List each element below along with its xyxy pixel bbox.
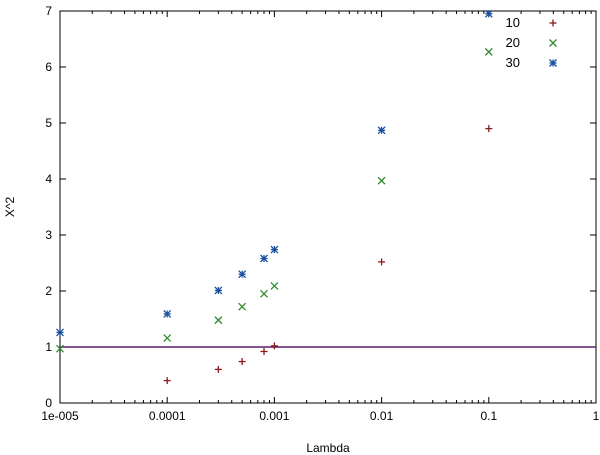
data-point	[214, 286, 223, 295]
marker-stroke	[549, 39, 557, 47]
marker-stroke	[56, 328, 64, 337]
y-tick-label: 5	[45, 116, 52, 130]
data-point	[238, 302, 247, 311]
legend-label: 10	[506, 15, 520, 30]
data-point	[260, 289, 268, 298]
series-20	[56, 47, 493, 353]
series-30	[56, 9, 493, 337]
data-points-layer	[56, 9, 493, 385]
legend-marker	[549, 59, 557, 67]
marker-stroke	[260, 254, 268, 263]
data-point	[484, 47, 493, 56]
data-point	[270, 282, 279, 290]
y-tick-label: 3	[45, 228, 52, 242]
marker-stroke	[377, 126, 386, 135]
x-tick-label: 1e-005	[41, 409, 79, 423]
marker-stroke	[270, 245, 279, 254]
data-point	[270, 342, 278, 350]
x-axis-title: Lambda	[306, 441, 350, 455]
x-tick-label: 0.1	[480, 409, 497, 423]
marker-stroke	[484, 47, 493, 56]
marker-stroke	[260, 289, 268, 298]
legend-marker	[549, 39, 557, 47]
plot-frame	[59, 10, 597, 404]
y-tick-label: 7	[45, 4, 52, 18]
data-point	[270, 245, 279, 254]
series-10	[163, 125, 493, 385]
data-point	[214, 316, 223, 325]
marker-stroke	[549, 59, 557, 67]
data-point	[485, 125, 493, 133]
data-point	[238, 358, 246, 366]
marker-stroke	[163, 334, 172, 342]
marker-stroke	[377, 176, 386, 185]
x-tick-label: 0.001	[259, 409, 289, 423]
data-point	[214, 365, 222, 373]
data-point	[56, 328, 64, 337]
legend-marker	[549, 19, 557, 27]
x-tick-label: 0.01	[370, 409, 394, 423]
marker-stroke	[214, 316, 223, 325]
marker-stroke	[214, 286, 223, 295]
legend-label: 30	[506, 55, 520, 70]
data-point	[377, 126, 386, 135]
data-point	[163, 310, 172, 318]
marker-stroke	[238, 270, 247, 279]
data-point	[484, 9, 493, 18]
y-tick-label: 2	[45, 284, 52, 298]
data-point	[378, 258, 386, 266]
plot-frame-layer	[59, 10, 597, 404]
marker-stroke	[238, 302, 247, 311]
marker-stroke	[484, 9, 493, 18]
data-point	[238, 270, 247, 279]
marker-stroke	[56, 344, 64, 353]
legend-label: 20	[506, 35, 520, 50]
legend: 10 20 30	[506, 15, 557, 70]
data-point	[163, 377, 171, 385]
x-tick-label: 0.0001	[149, 409, 186, 423]
marker-stroke	[270, 282, 279, 290]
x-tick-label: 1	[593, 409, 600, 423]
y-tick-label: 1	[45, 340, 52, 354]
data-point	[56, 344, 64, 353]
marker-stroke	[163, 310, 172, 318]
data-point	[260, 254, 268, 263]
y-tick-label: 6	[45, 60, 52, 74]
y-tick-label: 0	[45, 396, 52, 410]
data-point	[377, 176, 386, 185]
y-axis-title: X^2	[3, 197, 17, 218]
y-tick-label: 4	[45, 172, 52, 186]
data-point	[260, 347, 268, 355]
data-point	[163, 334, 172, 342]
